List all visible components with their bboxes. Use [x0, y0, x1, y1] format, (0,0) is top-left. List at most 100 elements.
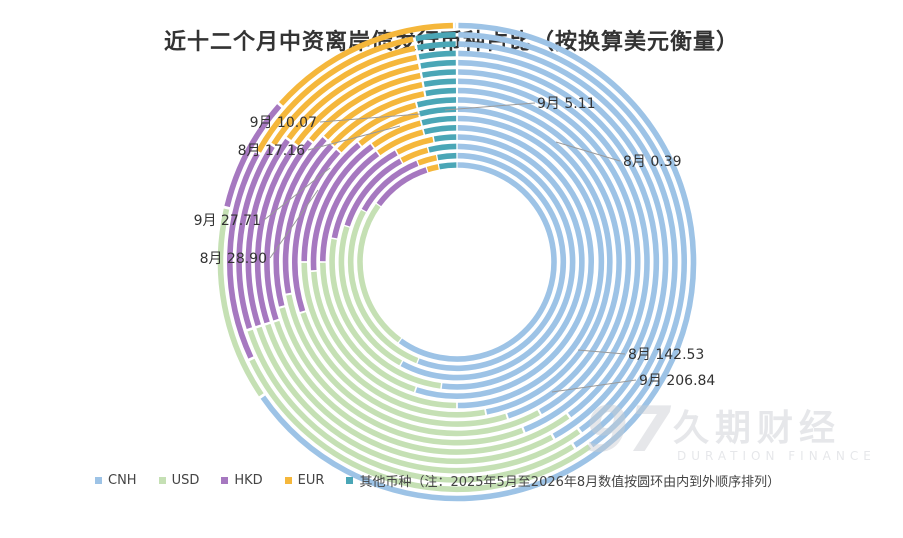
ring-segment-cnh-5	[457, 115, 605, 409]
ring-segment-other-8	[425, 87, 457, 97]
ring-segment-other-5	[421, 115, 457, 126]
ring-segment-eur-0	[426, 164, 439, 173]
ring-segment-other-7	[416, 97, 457, 108]
legend: CNH USD HKD EUR 其他币种 （注：2025年5月至2026年8月数…	[95, 471, 780, 490]
ring-segment-usd-7	[300, 312, 508, 427]
ring-segment-usd-11	[265, 323, 554, 465]
ring-segment-cnh-0	[398, 162, 557, 362]
ring-segment-hkd-6	[301, 142, 361, 262]
legend-swatch-usd	[158, 477, 166, 484]
ring-segment-usd-6	[301, 262, 486, 418]
callout-line-1	[555, 141, 621, 162]
ring-segment-hkd-5	[310, 144, 374, 271]
ring-segment-cnh-3	[441, 134, 585, 390]
ring-segment-usd-4	[320, 262, 416, 393]
ring-segment-cnh-9	[458, 78, 641, 433]
ring-segment-cnh-6	[457, 106, 613, 415]
ring-segment-cnh-11	[458, 59, 660, 439]
legend-label-cnh: CNH	[108, 473, 137, 488]
callout-line-0	[444, 102, 536, 111]
legend-swatch-other	[346, 477, 354, 484]
ring-segment-eur-5	[371, 120, 422, 148]
callout-line-4	[263, 167, 331, 221]
ring-segment-cnh-2	[400, 143, 576, 381]
ring-segment-usd-9	[279, 307, 524, 446]
watermark-logo-mark: 97	[585, 393, 672, 466]
legend-label-usd: USD	[171, 473, 200, 488]
ring-segment-usd-8	[286, 294, 541, 437]
ring-segment-eur-3	[396, 136, 434, 155]
callout-label-6: 8月 142.53	[628, 347, 704, 363]
ring-segment-hkd-11	[254, 144, 298, 324]
ring-segment-other-12	[418, 50, 456, 60]
ring-segment-cnh-14	[458, 32, 687, 448]
ring-segment-usd-13	[247, 329, 575, 483]
ring-segment-usd-12	[256, 326, 581, 474]
ring-segment-other-11	[420, 59, 456, 69]
callout-line-2	[319, 113, 421, 123]
legend-swatch-cnh	[95, 477, 102, 484]
ring-segment-other-1	[437, 152, 457, 161]
legend-swatch-hkd	[221, 477, 229, 484]
legend-item-hkd: HKD	[221, 473, 263, 488]
ring-segment-eur-6	[358, 111, 419, 146]
callout-label-0: 9月 5.11	[537, 96, 596, 112]
ring-segment-hkd-2	[344, 158, 403, 227]
ring-segment-hkd-7	[292, 149, 341, 313]
callout-label-3: 8月 17.16	[238, 143, 306, 159]
ring-segment-hkd-4	[320, 151, 380, 262]
legend-item-cnh: CNH	[95, 473, 137, 488]
ring-segment-eur-4	[377, 129, 424, 156]
ring-segment-eur-14	[256, 36, 414, 153]
legend-label-other: 其他币种	[359, 475, 412, 490]
ring-segment-usd-3	[329, 238, 441, 389]
ring-segment-usd-15	[217, 208, 264, 397]
ring-segment-eur-9	[323, 81, 423, 140]
ring-segment-other-4	[423, 125, 457, 135]
ring-segment-eur-10	[309, 72, 421, 142]
callout-label-4: 9月 27.71	[194, 213, 261, 229]
ring-segment-hkd-1	[361, 160, 419, 212]
callout-line-3	[307, 125, 401, 151]
callout-line-7	[551, 379, 637, 393]
callout-label-5: 8月 28.90	[200, 251, 267, 267]
legend-label-hkd: HKD	[234, 473, 263, 488]
ring-segment-usd-5	[311, 271, 457, 409]
ring-segment-cnh-10	[458, 69, 650, 418]
callout-label-7: 9月 206.84	[639, 373, 715, 389]
ring-segment-other-3	[433, 134, 457, 142]
ring-segment-usd-10	[273, 320, 570, 455]
ring-segment-cnh-4	[415, 125, 594, 399]
ring-segment-cnh-12	[458, 50, 669, 433]
callout-label-2: 9月 10.07	[250, 115, 317, 131]
legend-note: （注：2025年5月至2026年8月数值按圆环由内到外顺序排列）	[411, 475, 781, 490]
ring-segment-other-13	[416, 41, 456, 51]
ring-segment-eur-1	[417, 154, 438, 166]
callout-line-5	[269, 189, 319, 259]
ring-segment-usd-14	[249, 358, 592, 492]
ring-segment-other-0	[438, 162, 457, 170]
ring-segment-usd-2	[338, 226, 403, 366]
watermark-cn-text: 久期财经	[673, 408, 842, 449]
legend-item-other: 其他币种 （注：2025年5月至2026年8月数值按圆环由内到外顺序排列）	[346, 471, 780, 490]
rings-group	[217, 22, 697, 502]
ring-segment-cnh-1	[417, 152, 567, 372]
watermark-en-text: DURATION FINANCE	[677, 449, 876, 463]
ring-segment-hkd-0	[376, 167, 428, 207]
legend-item-usd: USD	[158, 473, 200, 488]
legend-label-eur: EUR	[297, 473, 325, 488]
ring-segment-hkd-3	[331, 150, 398, 239]
ring-segment-eur-15	[279, 22, 453, 106]
ring-segment-eur-12	[286, 54, 418, 141]
ring-segment-hkd-12	[245, 138, 290, 327]
watermark: 97 久期财经 DURATION FINANCE	[585, 393, 885, 473]
ring-segment-hkd-10	[264, 139, 313, 321]
ring-segment-eur-8	[330, 91, 425, 146]
legend-swatch-eur	[284, 477, 292, 484]
ring-segment-usd-0	[357, 203, 402, 343]
ring-segment-hkd-15	[224, 104, 282, 208]
ring-segment-eur-7	[337, 102, 417, 153]
callout-line-6	[577, 349, 626, 355]
ring-segment-hkd-13	[236, 144, 275, 329]
